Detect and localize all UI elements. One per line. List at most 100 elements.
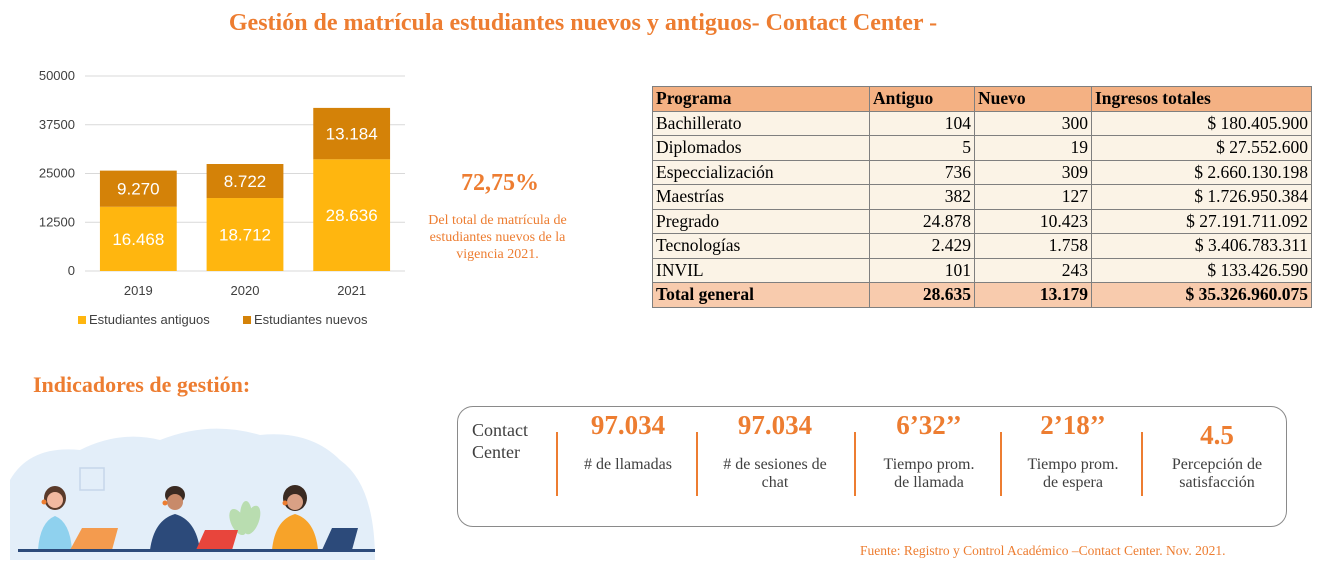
agent-right-icon — [272, 485, 358, 550]
data-label: 28.636 — [326, 206, 378, 225]
total-ingresos: $ 35.326.960.075 — [1091, 282, 1312, 308]
cell-ingresos: $ 133.426.590 — [1091, 257, 1312, 283]
legend-swatch — [243, 316, 251, 324]
indicator-value: 97.034 — [737, 410, 813, 440]
cell-nuevo: 300 — [974, 110, 1092, 136]
table-row: Maestrías 382 127 $ 1.726.950.384 — [652, 184, 1312, 210]
bar-antiguos — [99, 206, 177, 271]
desk-line — [18, 549, 375, 552]
table-row: INVIL 101 243 $ 133.426.590 — [652, 257, 1312, 283]
contact-center-agents-illustration — [10, 428, 375, 560]
bar-nuevos — [99, 170, 177, 207]
bar-nuevos — [206, 164, 284, 199]
agent-center-icon — [150, 486, 238, 550]
cell-ingresos: $ 27.552.600 — [1091, 135, 1312, 161]
indicator-tiempo-llamada: 6’32’’ Tiempo prom. de llamada — [859, 410, 999, 492]
data-label: 9.270 — [117, 180, 160, 199]
cell-programa: Maestrías — [652, 184, 870, 210]
separator — [556, 432, 558, 496]
cell-antiguo: 101 — [869, 257, 975, 283]
bar-nuevos — [313, 107, 391, 160]
separator — [854, 432, 856, 496]
source-note: Fuente: Registro y Control Académico –Co… — [860, 543, 1226, 558]
cell-antiguo: 2.429 — [869, 233, 975, 259]
bar-antiguos — [313, 159, 391, 271]
table-row: Especcialización 736 309 $ 2.660.130.198 — [652, 159, 1312, 185]
highlight-percentage: 72,75% — [461, 170, 539, 196]
agent-left-icon — [38, 486, 118, 550]
cell-programa: INVIL — [652, 257, 870, 283]
x-tick-label: 2021 — [337, 283, 366, 298]
cell-programa: Tecnologías — [652, 233, 870, 259]
total-label: Total general — [652, 282, 870, 308]
header-programa: Programa — [652, 86, 870, 112]
cell-antiguo: 382 — [869, 184, 975, 210]
legend-swatch — [78, 316, 86, 324]
total-antiguo: 28.635 — [869, 282, 975, 308]
cell-ingresos: $ 27.191.711.092 — [1091, 208, 1312, 234]
header-nuevo: Nuevo — [974, 86, 1092, 112]
cell-ingresos: $ 1.726.950.384 — [1091, 184, 1312, 210]
separator — [1000, 432, 1002, 496]
stacked-bar-chart: 50000 37500 25000 12500 0 16.468 9.270 2019 18.7… — [39, 68, 405, 327]
cell-ingresos: $ 180.405.900 — [1091, 110, 1312, 136]
indicator-value: 6’32’’ — [896, 410, 962, 440]
data-label: 16.468 — [112, 230, 164, 249]
bar-antiguos — [206, 198, 284, 271]
indicator-sesiones-chat: 97.034 # de sesiones de chat — [705, 410, 845, 492]
indicators-panel — [457, 406, 1287, 527]
cell-ingresos: $ 2.660.130.198 — [1091, 159, 1312, 185]
y-tick-label: 37500 — [39, 117, 75, 132]
cell-antiguo: 24.878 — [869, 208, 975, 234]
cell-nuevo: 243 — [974, 257, 1092, 283]
data-label: 13.184 — [326, 125, 378, 144]
highlight-note: Del total de matrícula de estudiantes nu… — [428, 213, 567, 262]
indicator-label: # de sesiones de chat — [723, 456, 827, 491]
separator — [1141, 432, 1143, 496]
cell-programa: Pregrado — [652, 208, 870, 234]
data-label: 18.712 — [219, 226, 271, 245]
indicator-value: 2’18’’ — [1040, 410, 1106, 440]
cell-antiguo: 736 — [869, 159, 975, 185]
table-total-row: Total general 28.635 13.179 $ 35.326.960… — [652, 282, 1312, 308]
window-frame — [79, 467, 105, 491]
cell-nuevo: 309 — [974, 159, 1092, 185]
cell-nuevo: 127 — [974, 184, 1092, 210]
x-tick-label: 2020 — [231, 283, 260, 298]
indicator-label: Percepción de satisfacción — [1171, 456, 1263, 491]
cell-nuevo: 10.423 — [974, 208, 1092, 234]
table-row: Pregrado 24.878 10.423 $ 27.191.711.092 — [652, 208, 1312, 234]
cell-nuevo: 1.758 — [974, 233, 1092, 259]
y-tick-label: 50000 — [39, 68, 75, 83]
y-tick-label: 25000 — [39, 166, 75, 181]
indicator-label: Tiempo prom. de llamada — [883, 456, 975, 491]
indicator-llamadas: 97.034 # de llamadas — [558, 410, 698, 474]
cell-programa: Especcialización — [652, 159, 870, 185]
cell-nuevo: 19 — [974, 135, 1092, 161]
table-row: Diplomados 5 19 $ 27.552.600 — [652, 135, 1312, 161]
legend-label: Estudiantes antiguos — [89, 312, 210, 327]
header-ingresos: Ingresos totales — [1091, 86, 1312, 112]
table-header-row: Programa Antiguo Nuevo Ingresos totales — [652, 86, 1312, 112]
cell-ingresos: $ 3.406.783.311 — [1091, 233, 1312, 259]
indicator-value: 97.034 — [590, 410, 666, 440]
total-nuevo: 13.179 — [974, 282, 1092, 308]
indicator-label: # de llamadas — [584, 456, 672, 473]
y-tick-label: 12500 — [39, 214, 75, 229]
cell-programa: Diplomados — [652, 135, 870, 161]
indicator-label: Tiempo prom. de espera — [1027, 456, 1119, 491]
header-antiguo: Antiguo — [869, 86, 975, 112]
programs-table: Programa Antiguo Nuevo Ingresos totales … — [652, 86, 1312, 308]
plant-icon — [229, 501, 261, 536]
cell-antiguo: 104 — [869, 110, 975, 136]
indicators-title: Indicadores de gestión: — [33, 372, 251, 397]
table-row: Bachillerato 104 300 $ 180.405.900 — [652, 110, 1312, 136]
separator — [696, 432, 698, 496]
x-tick-label: 2019 — [124, 283, 153, 298]
cell-programa: Bachillerato — [652, 110, 870, 136]
cell-antiguo: 5 — [869, 135, 975, 161]
table-row: Tecnologías 2.429 1.758 $ 3.406.783.311 — [652, 233, 1312, 259]
page-title: Gestión de matrícula estudiantes nuevos … — [228, 10, 938, 36]
y-tick-label: 0 — [68, 263, 75, 278]
indicator-value: 4.5 — [1200, 420, 1234, 450]
